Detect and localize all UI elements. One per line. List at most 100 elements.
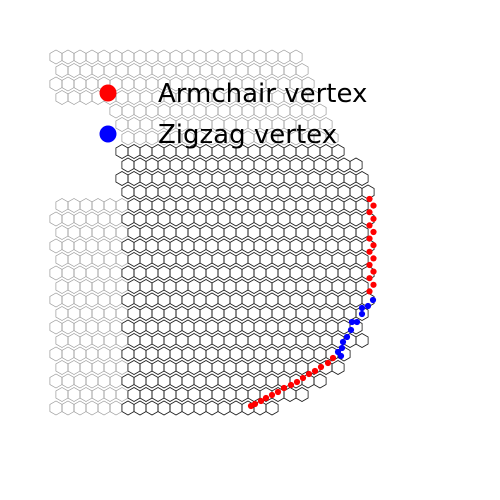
hex-cell-inner: [254, 185, 266, 199]
hex-cell-inner: [122, 347, 134, 361]
hex-cell-outer: [110, 401, 122, 415]
armchair-vertex-marker: [370, 242, 376, 248]
armchair-vertex-marker: [300, 375, 306, 381]
hex-cell-outer: [56, 361, 68, 375]
hex-cell-inner: [230, 293, 242, 307]
hex-cell-inner: [146, 401, 158, 415]
hex-cell-inner: [272, 226, 284, 240]
hex-cell-inner: [164, 307, 176, 321]
hex-cell-outer: [68, 91, 80, 105]
hex-cell-inner: [338, 266, 350, 280]
hex-cell-inner: [278, 347, 290, 361]
hex-cell-inner: [260, 253, 272, 267]
hex-cell-inner: [278, 320, 290, 334]
hex-cell-inner: [284, 280, 296, 294]
hex-cell-outer: [236, 64, 248, 78]
hex-cell-inner: [188, 253, 200, 267]
hex-cell-inner: [194, 293, 206, 307]
hex-cell-inner: [248, 307, 260, 321]
armchair-vertex-marker: [366, 262, 372, 268]
hex-cell-inner: [176, 388, 188, 402]
hex-cell-outer: [56, 91, 68, 105]
hex-cell-inner: [248, 334, 260, 348]
hex-cell-outer: [92, 226, 104, 240]
hex-cell-outer: [86, 293, 98, 307]
hex-cell-outer: [92, 64, 104, 78]
hex-cell-inner: [314, 185, 326, 199]
hex-cell-outer: [110, 374, 122, 388]
hex-cell-inner: [230, 374, 242, 388]
hex-cell-inner: [182, 266, 194, 280]
hex-cell-inner: [320, 253, 332, 267]
hex-cell-outer: [116, 118, 128, 132]
hex-cell-inner: [296, 280, 308, 294]
hex-cell-inner: [122, 185, 134, 199]
hex-cell-outer: [104, 334, 116, 348]
hex-cell-inner: [356, 280, 368, 294]
hex-cell-inner: [236, 253, 248, 267]
legend-label-zigzag: Zigzag vertex: [158, 120, 337, 150]
hex-cell-outer: [92, 253, 104, 267]
hex-cell-inner: [254, 320, 266, 334]
hex-cell-inner: [206, 212, 218, 226]
hex-cell-inner: [290, 347, 302, 361]
hex-cell-inner: [206, 401, 218, 415]
hex-cell-inner: [326, 239, 338, 253]
hex-cell-inner: [128, 172, 140, 186]
hex-cell-inner: [146, 158, 158, 172]
hex-cell-inner: [308, 172, 320, 186]
hex-cell-outer: [248, 64, 260, 78]
hex-cell-inner: [350, 239, 362, 253]
hex-cell-inner: [332, 199, 344, 213]
hex-cell-inner: [236, 280, 248, 294]
armchair-vertex-marker: [366, 222, 372, 228]
hex-cell-inner: [350, 158, 362, 172]
hex-cell-inner: [152, 253, 164, 267]
hex-cell-inner: [242, 239, 254, 253]
hex-cell-outer: [116, 253, 128, 267]
armchair-vertex-marker: [370, 282, 376, 288]
hex-cell-outer: [62, 293, 74, 307]
hex-cell-inner: [224, 307, 236, 321]
hex-cell-inner: [230, 347, 242, 361]
hex-cell-inner: [308, 253, 320, 267]
hex-cell-inner: [254, 374, 266, 388]
hex-cell-inner: [230, 239, 242, 253]
hex-cell-outer: [98, 293, 110, 307]
armchair-vertex-marker: [370, 255, 376, 261]
armchair-vertex-marker: [269, 392, 275, 398]
armchair-vertex-marker: [370, 203, 376, 209]
hex-cell-inner: [176, 199, 188, 213]
hex-cell-outer: [56, 64, 68, 78]
hex-cell-outer: [260, 64, 272, 78]
hex-cell-outer: [98, 347, 110, 361]
hex-cell-inner: [140, 361, 152, 375]
hex-cell-outer: [134, 104, 146, 118]
hex-cell-inner: [158, 374, 170, 388]
hex-cell-outer: [62, 266, 74, 280]
hex-cell-outer: [122, 104, 134, 118]
hex-cell-inner: [230, 320, 242, 334]
hex-cell-inner: [266, 293, 278, 307]
hex-cell-outer: [50, 293, 62, 307]
hex-cell-inner: [266, 185, 278, 199]
hex-cell-outer: [104, 280, 116, 294]
hex-cell-outer: [110, 266, 122, 280]
zigzag-vertex-marker: [359, 305, 365, 311]
hex-cell-outer: [92, 307, 104, 321]
hex-cell-outer: [86, 374, 98, 388]
hex-cell-inner: [158, 401, 170, 415]
hex-cell-inner: [158, 185, 170, 199]
hex-cell-inner: [290, 293, 302, 307]
hex-cell-outer: [146, 131, 158, 145]
armchair-vertex-marker: [366, 275, 372, 281]
hex-cell-outer: [116, 307, 128, 321]
hex-cell-outer: [92, 361, 104, 375]
hex-cell-inner: [134, 239, 146, 253]
hex-cell-outer: [92, 334, 104, 348]
armchair-vertex-marker: [306, 371, 312, 377]
hex-cell-inner: [194, 185, 206, 199]
hex-cell-inner: [278, 293, 290, 307]
hex-cell-inner: [278, 158, 290, 172]
hex-cell-inner: [248, 172, 260, 186]
